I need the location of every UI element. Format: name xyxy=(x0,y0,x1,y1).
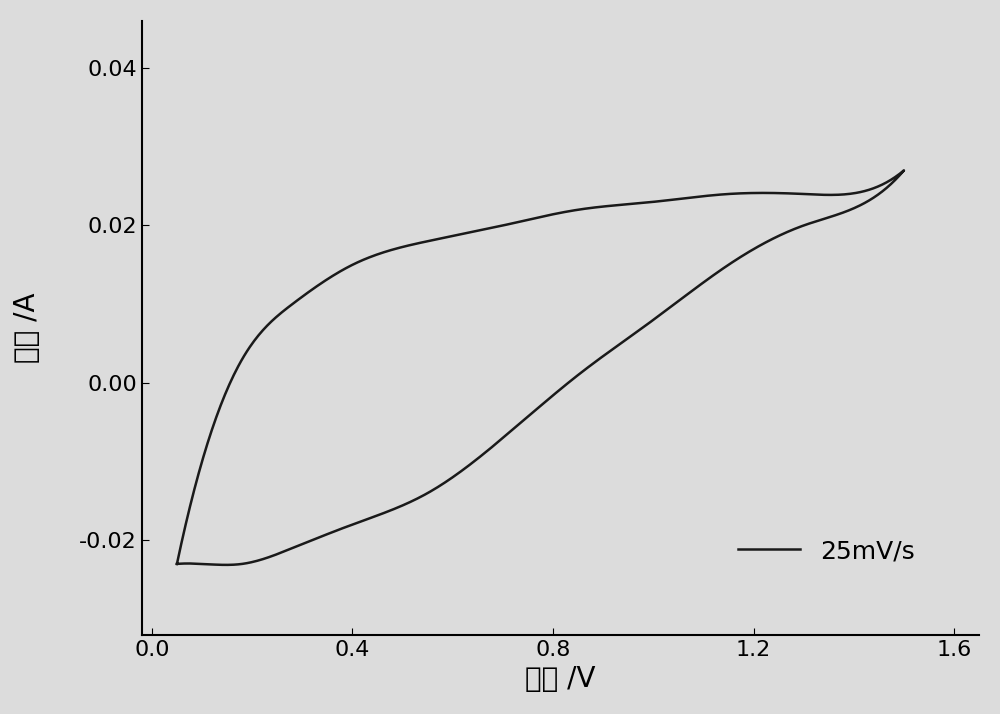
25mV/s xyxy=(171,560,183,568)
25mV/s xyxy=(626,331,638,340)
Line: 25mV/s: 25mV/s xyxy=(177,171,904,565)
X-axis label: 电压 /V: 电压 /V xyxy=(525,665,596,693)
25mV/s xyxy=(320,276,332,285)
Y-axis label: 电流 /A: 电流 /A xyxy=(13,293,41,363)
25mV/s xyxy=(171,560,183,568)
25mV/s xyxy=(464,461,476,469)
25mV/s xyxy=(220,560,232,569)
25mV/s xyxy=(812,191,824,199)
25mV/s xyxy=(760,188,772,197)
25mV/s xyxy=(898,166,910,175)
Legend: 25mV/s: 25mV/s xyxy=(728,529,925,573)
25mV/s xyxy=(490,439,502,448)
